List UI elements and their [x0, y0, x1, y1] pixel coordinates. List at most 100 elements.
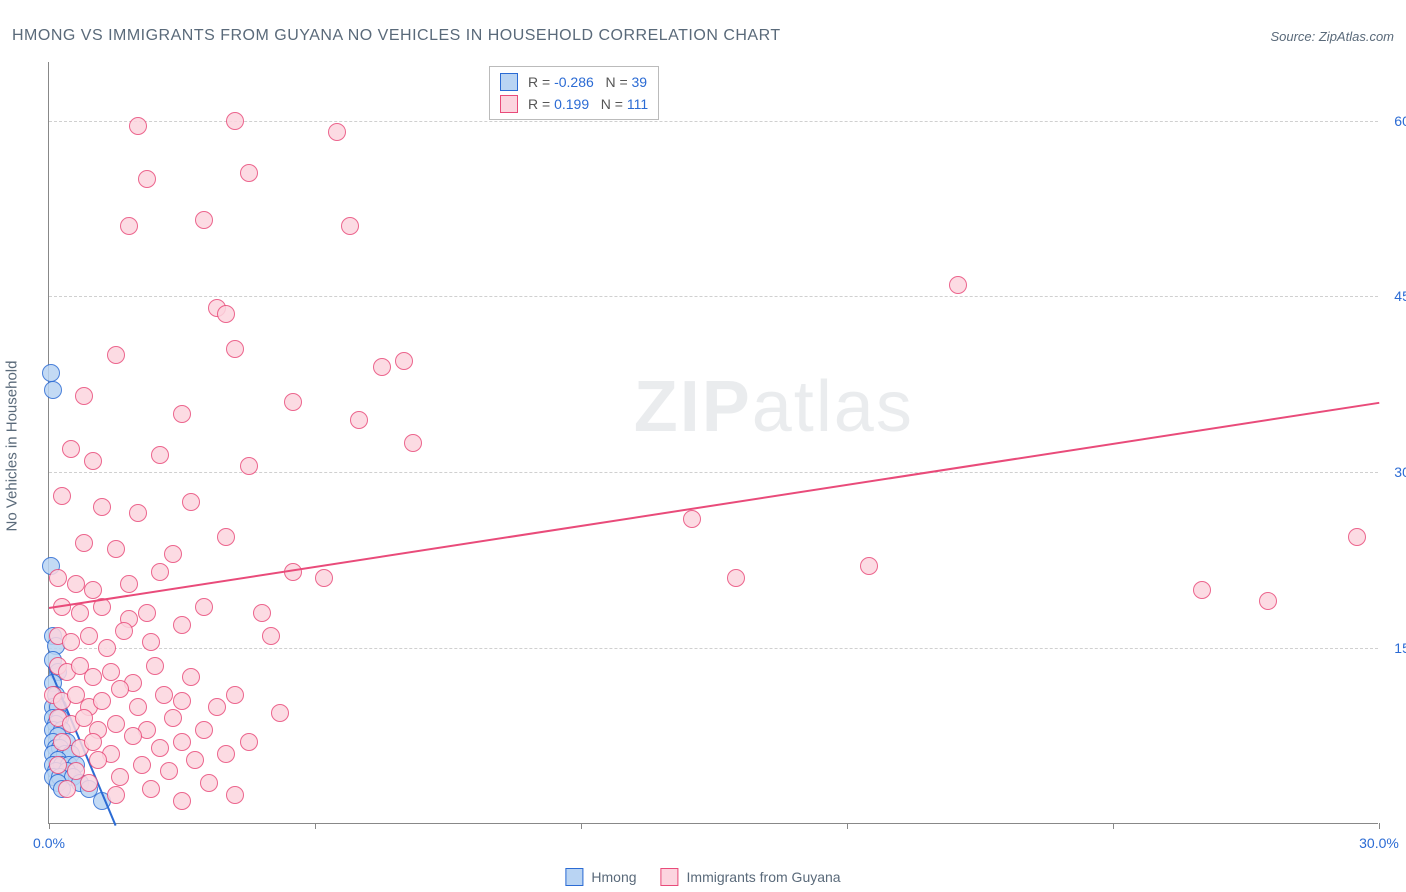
data-point: [124, 727, 142, 745]
data-point: [62, 633, 80, 651]
data-point: [62, 440, 80, 458]
xtick: [315, 823, 316, 829]
data-point: [93, 692, 111, 710]
legend-swatch: [500, 95, 518, 113]
data-point: [84, 581, 102, 599]
watermark: ZIPatlas: [634, 366, 914, 448]
data-point: [142, 633, 160, 651]
series-legend-item: Hmong: [565, 868, 636, 886]
legend-row: R = -0.286 N = 39: [500, 71, 648, 93]
data-point: [151, 739, 169, 757]
data-point: [84, 452, 102, 470]
legend-swatch: [661, 868, 679, 886]
chart-title: HMONG VS IMMIGRANTS FROM GUYANA NO VEHIC…: [12, 27, 781, 45]
data-point: [226, 112, 244, 130]
data-point: [53, 733, 71, 751]
data-point: [195, 721, 213, 739]
legend-swatch: [500, 73, 518, 91]
data-point: [111, 680, 129, 698]
correlation-legend: R = -0.286 N = 39R = 0.199 N = 111: [489, 66, 659, 120]
data-point: [173, 792, 191, 810]
gridline-h: [49, 648, 1378, 649]
xtick-label: 0.0%: [33, 835, 65, 851]
data-point: [240, 164, 258, 182]
ytick-label: 15.0%: [1384, 640, 1406, 656]
data-point: [262, 627, 280, 645]
data-point: [315, 569, 333, 587]
data-point: [195, 211, 213, 229]
data-point: [142, 780, 160, 798]
legend-stats: R = -0.286 N = 39: [528, 71, 647, 93]
ytick-label: 30.0%: [1384, 464, 1406, 480]
gridline-h: [49, 121, 1378, 122]
scatter-plot-area: ZIPatlas R = -0.286 N = 39R = 0.199 N = …: [48, 62, 1378, 824]
data-point: [404, 434, 422, 452]
data-point: [138, 604, 156, 622]
xtick: [1379, 823, 1380, 829]
data-point: [133, 756, 151, 774]
data-point: [151, 563, 169, 581]
data-point: [253, 604, 271, 622]
data-point: [107, 715, 125, 733]
data-point: [271, 704, 289, 722]
data-point: [42, 364, 60, 382]
data-point: [129, 504, 147, 522]
data-point: [226, 686, 244, 704]
data-point: [93, 498, 111, 516]
data-point: [350, 411, 368, 429]
data-point: [395, 352, 413, 370]
legend-row: R = 0.199 N = 111: [500, 93, 648, 115]
data-point: [240, 457, 258, 475]
series-name: Immigrants from Guyana: [687, 869, 841, 885]
data-point: [111, 768, 129, 786]
data-point: [200, 774, 218, 792]
data-point: [727, 569, 745, 587]
data-point: [373, 358, 391, 376]
ytick-label: 45.0%: [1384, 288, 1406, 304]
legend-swatch: [565, 868, 583, 886]
xtick: [581, 823, 582, 829]
series-legend: Hmong Immigrants from Guyana: [565, 868, 840, 886]
data-point: [107, 346, 125, 364]
data-point: [58, 780, 76, 798]
data-point: [129, 698, 147, 716]
data-point: [49, 569, 67, 587]
data-point: [217, 745, 235, 763]
data-point: [195, 598, 213, 616]
data-point: [146, 657, 164, 675]
xtick: [49, 823, 50, 829]
data-point: [284, 393, 302, 411]
data-point: [226, 340, 244, 358]
data-point: [120, 575, 138, 593]
data-point: [182, 668, 200, 686]
data-point: [75, 534, 93, 552]
source-label: Source: ZipAtlas.com: [1270, 29, 1394, 44]
data-point: [217, 528, 235, 546]
legend-stats: R = 0.199 N = 111: [528, 93, 648, 115]
data-point: [173, 733, 191, 751]
data-point: [328, 123, 346, 141]
data-point: [107, 540, 125, 558]
gridline-h: [49, 296, 1378, 297]
data-point: [173, 405, 191, 423]
data-point: [164, 545, 182, 563]
xtick-label: 30.0%: [1359, 835, 1399, 851]
data-point: [683, 510, 701, 528]
data-point: [949, 276, 967, 294]
data-point: [107, 786, 125, 804]
series-name: Hmong: [591, 869, 636, 885]
data-point: [89, 751, 107, 769]
data-point: [84, 733, 102, 751]
data-point: [182, 493, 200, 511]
trend-line: [49, 402, 1379, 609]
data-point: [80, 774, 98, 792]
data-point: [341, 217, 359, 235]
xtick: [847, 823, 848, 829]
data-point: [129, 117, 147, 135]
data-point: [217, 305, 235, 323]
data-point: [155, 686, 173, 704]
data-point: [240, 733, 258, 751]
data-point: [67, 575, 85, 593]
y-axis-label: No Vehicles in Household: [4, 361, 21, 532]
data-point: [53, 487, 71, 505]
